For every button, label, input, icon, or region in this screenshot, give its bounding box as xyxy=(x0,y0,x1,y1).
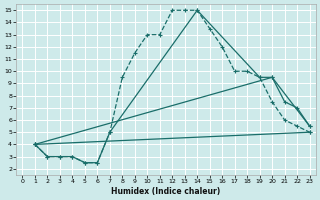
X-axis label: Humidex (Indice chaleur): Humidex (Indice chaleur) xyxy=(111,187,221,196)
